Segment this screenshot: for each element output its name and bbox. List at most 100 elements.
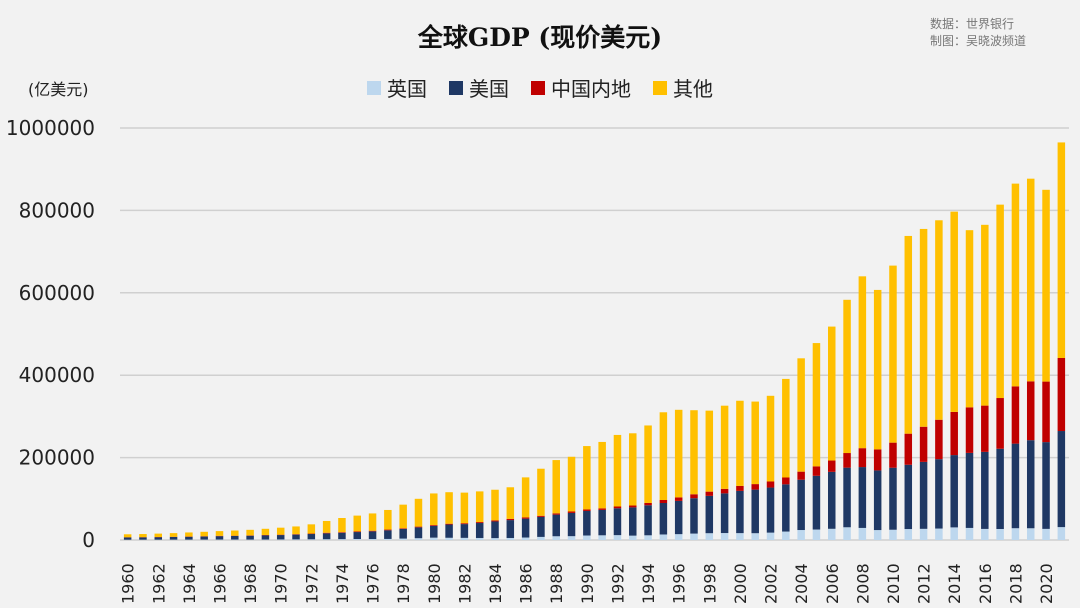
bar-segment bbox=[414, 527, 423, 539]
bar-segment bbox=[598, 441, 606, 509]
bar-segment bbox=[307, 534, 316, 540]
bar-segment bbox=[720, 405, 729, 489]
bar-segment bbox=[231, 530, 239, 536]
x-tick-label: 1974 bbox=[333, 563, 352, 604]
legend-item-other: 其他 bbox=[653, 73, 713, 102]
bar-segment bbox=[782, 378, 790, 478]
bar-segment bbox=[720, 533, 729, 540]
bar-segment bbox=[674, 409, 683, 498]
legend-swatch bbox=[653, 80, 667, 95]
bar-segment bbox=[674, 497, 683, 501]
bar-segment bbox=[659, 412, 668, 500]
bar-segment bbox=[843, 299, 851, 454]
bar-segment bbox=[307, 524, 316, 534]
bar-segment bbox=[246, 535, 254, 540]
bar-segment bbox=[613, 506, 622, 509]
y-tick-label: 0 bbox=[82, 528, 95, 552]
x-tick-label: 1964 bbox=[180, 563, 199, 604]
bar-segment bbox=[965, 407, 974, 453]
bar-segment bbox=[322, 533, 331, 540]
y-axis-unit: (亿美元) bbox=[28, 80, 89, 99]
bar-segment bbox=[338, 532, 346, 533]
bar-segment bbox=[552, 513, 560, 515]
bar-segment bbox=[430, 525, 438, 526]
bar-segment bbox=[1011, 386, 1020, 444]
bar-segment bbox=[904, 235, 913, 434]
x-tick-label: 2002 bbox=[762, 563, 781, 604]
bar-segment bbox=[751, 401, 759, 485]
bar-segment bbox=[123, 534, 132, 538]
bar-segment bbox=[292, 534, 300, 540]
x-tick-label: 1994 bbox=[639, 563, 658, 604]
bar-segment bbox=[583, 446, 591, 510]
x-tick-label: 2012 bbox=[915, 563, 934, 604]
bar-segment bbox=[1042, 189, 1050, 382]
chart-title: 全球GDP (现价美元) bbox=[417, 23, 663, 52]
bar-segment bbox=[139, 534, 147, 538]
bar-segment bbox=[460, 523, 469, 525]
bar-segment bbox=[353, 515, 361, 532]
bar-segment bbox=[935, 220, 943, 420]
bar-segment bbox=[276, 535, 285, 540]
bar-segment bbox=[491, 538, 499, 540]
y-tick-label: 200000 bbox=[19, 446, 95, 470]
bar-segment bbox=[720, 493, 729, 534]
bar-segment bbox=[368, 530, 377, 532]
x-tick-label: 1960 bbox=[119, 563, 138, 604]
legend-swatch bbox=[531, 80, 545, 95]
x-tick-label: 1992 bbox=[608, 563, 627, 604]
author-line: 制图：吴晓波频道 bbox=[930, 34, 1027, 48]
x-tick-label: 2004 bbox=[792, 563, 811, 604]
bar-segment bbox=[521, 477, 530, 518]
legend-item-uk: 英国 bbox=[367, 73, 427, 102]
bar-segment bbox=[475, 523, 484, 538]
bar-segment bbox=[537, 515, 545, 517]
bar-segment bbox=[123, 537, 132, 540]
bar-segment bbox=[430, 537, 438, 540]
bar-segment bbox=[384, 538, 392, 540]
bar-segment bbox=[506, 487, 515, 519]
bar-segment bbox=[935, 528, 943, 540]
bar-segment bbox=[782, 531, 790, 540]
bar-segment bbox=[338, 517, 346, 533]
x-tick-label: 1972 bbox=[302, 563, 321, 604]
bar-segment bbox=[1057, 357, 1066, 432]
bar-segment bbox=[705, 410, 714, 492]
legend-item-us: 美国 bbox=[449, 73, 509, 102]
legend-label: 美国 bbox=[469, 77, 509, 101]
bar-segment bbox=[276, 539, 285, 540]
bar-segment bbox=[996, 398, 1004, 449]
bar-segment bbox=[965, 452, 974, 528]
bar-segment bbox=[996, 528, 1004, 540]
bar-segment bbox=[200, 536, 208, 540]
bar-segment bbox=[858, 276, 867, 449]
bar-segment bbox=[506, 537, 515, 540]
bar-segment bbox=[889, 265, 897, 443]
x-tick-label: 2008 bbox=[853, 563, 872, 604]
bar-segment bbox=[506, 520, 515, 538]
y-tick-label: 400000 bbox=[19, 363, 95, 387]
bar-segment bbox=[950, 411, 958, 456]
bar-segment bbox=[491, 520, 499, 522]
bar-segment bbox=[414, 538, 423, 540]
bar-segment bbox=[1011, 443, 1020, 529]
bar-segment bbox=[1042, 528, 1050, 540]
bar-segment bbox=[690, 498, 698, 534]
x-tick-label: 2006 bbox=[823, 563, 842, 604]
bar-segment bbox=[996, 448, 1004, 529]
bar-segment bbox=[521, 517, 530, 519]
bar-segment bbox=[629, 535, 637, 540]
bar-segment bbox=[843, 453, 851, 468]
bar-segment bbox=[935, 419, 943, 460]
bar-segment bbox=[766, 487, 775, 533]
bar-segment bbox=[246, 529, 254, 536]
source-note: 数据：世界银行 制图：吴晓波频道 bbox=[930, 16, 1026, 50]
bar-segment bbox=[384, 529, 392, 531]
bar-segment bbox=[430, 525, 438, 538]
bar-segment bbox=[629, 507, 637, 536]
bar-segment bbox=[751, 484, 759, 490]
bar-segment bbox=[919, 426, 928, 462]
bar-segment bbox=[766, 532, 775, 540]
bar-segment bbox=[353, 539, 361, 540]
